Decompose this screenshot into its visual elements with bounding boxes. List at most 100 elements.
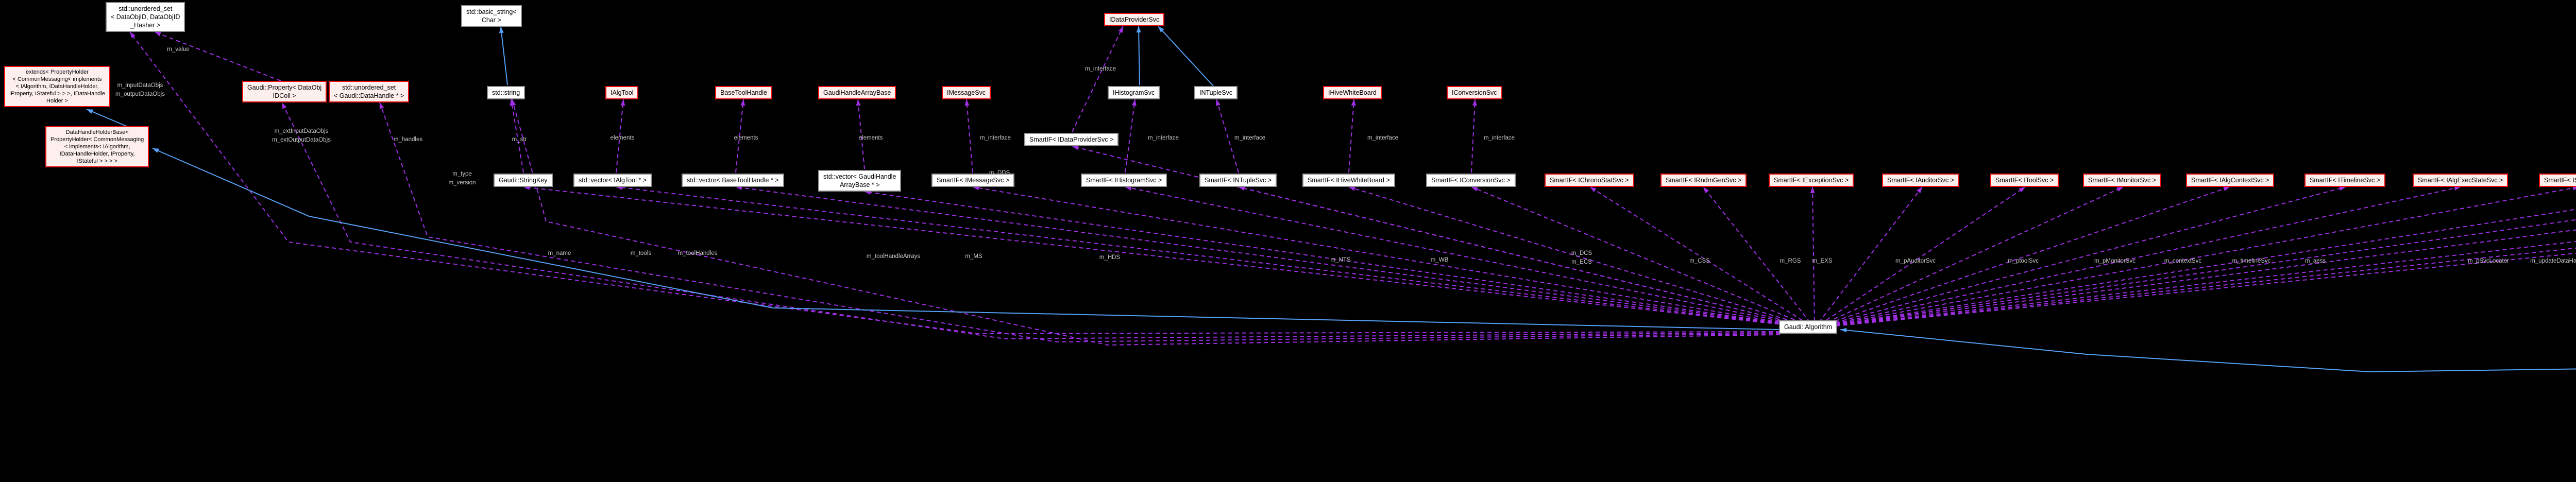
usage-edge bbox=[1703, 186, 1815, 329]
edge-arrowhead bbox=[1703, 187, 1709, 194]
usage-edge bbox=[1471, 186, 1815, 329]
usage-edge bbox=[511, 99, 524, 173]
class-node-stringkey[interactable]: Gaudi::StringKey bbox=[494, 174, 553, 187]
edge-arrowhead bbox=[1810, 187, 1815, 194]
class-node-gaudi-algorithm[interactable]: Gaudi::Algorithm bbox=[1779, 320, 1838, 334]
edge-label: m_interface bbox=[1367, 135, 1399, 141]
class-node-smartif-iauditorsvc[interactable]: SmartIF< IAuditorSvc > bbox=[1882, 174, 1959, 187]
usage-edge bbox=[1814, 209, 2576, 329]
class-node-smartif-ialgcontextsvc[interactable]: SmartIF< IAlgContextSvc > bbox=[2186, 174, 2275, 187]
edge-arrowhead bbox=[964, 99, 970, 106]
class-node-idataprovidersvc[interactable]: IDataProviderSvc bbox=[1104, 13, 1165, 26]
usage-edge bbox=[379, 102, 1781, 343]
edge-arrowhead bbox=[1239, 186, 1245, 191]
class-node-extends-propertyholder[interactable]: extends< PropertyHolder < CommonMessagin… bbox=[4, 66, 110, 107]
edge-arrowhead bbox=[1216, 99, 1221, 106]
edge-arrowhead bbox=[1158, 26, 1164, 32]
class-node-vec-basetoolhandle[interactable]: std::vector< BaseToolHandle * > bbox=[682, 174, 784, 187]
class-node-prop-dataobjidcoll[interactable]: Gaudi::Property< DataObj IDColl > bbox=[242, 81, 327, 102]
class-node-basetoolhandle[interactable]: BaseToolHandle bbox=[715, 86, 773, 99]
class-node-set-datahandle[interactable]: std::unordered_set < Gaudi::DataHandle *… bbox=[329, 81, 410, 102]
edge-arrowhead bbox=[1917, 187, 1922, 194]
edge-label: m_HDS bbox=[1099, 254, 1121, 261]
usage-edge bbox=[154, 31, 281, 81]
class-node-vec-gaudihandlearraybase[interactable]: std::vector< GaudiHandle ArrayBase * > bbox=[818, 170, 902, 192]
edge-arrowhead bbox=[1840, 328, 1847, 333]
edge-arrowhead bbox=[1472, 99, 1477, 106]
class-node-ialgtool[interactable]: IAlgTool bbox=[605, 86, 639, 99]
usage-edge bbox=[1814, 186, 2230, 329]
class-node-smartif-imessagesvc[interactable]: SmartIF< IMessageSvc > bbox=[931, 174, 1015, 187]
edge-arrowhead bbox=[1118, 26, 1123, 33]
class-node-smartif-intuplesvc[interactable]: SmartIF< INTupleSvc > bbox=[1199, 174, 1277, 187]
edge-label: elements bbox=[610, 135, 635, 141]
edge-arrowhead bbox=[152, 148, 159, 153]
class-node-imessagesvc[interactable]: IMessageSvc bbox=[942, 86, 991, 99]
class-node-smartif-iexceptionsvc[interactable]: SmartIF< IExceptionSvc > bbox=[1769, 174, 1854, 187]
edge-arrowhead bbox=[1349, 186, 1355, 191]
edge-label: m_timelineSvc bbox=[2232, 258, 2271, 264]
edge-arrowhead bbox=[2454, 186, 2461, 191]
class-node-datahandleholderbase[interactable]: DataHandleHolderBase< PropertyHolder< Co… bbox=[45, 126, 149, 167]
edge-label: m_interface bbox=[1234, 135, 1266, 141]
edge-label: m_interface bbox=[1147, 135, 1179, 141]
edge-arrowhead bbox=[155, 32, 161, 37]
usage-edge bbox=[1072, 26, 1124, 132]
usage-edge bbox=[857, 99, 865, 169]
class-node-vec-ialgtool[interactable]: std::vector< IAlgTool * > bbox=[573, 174, 652, 187]
usage-edge bbox=[1814, 186, 1923, 329]
inheritance-edge bbox=[1138, 26, 1140, 85]
class-node-smartif-ichronostatsvc[interactable]: SmartIF< IChronoStatSvc > bbox=[1545, 174, 1634, 187]
usage-edge bbox=[1814, 186, 2124, 329]
class-node-set-dataobjid[interactable]: std::unordered_set < DataObjID, DataObjI… bbox=[106, 2, 185, 32]
usage-edge bbox=[1814, 219, 2576, 329]
class-node-smartif-imonitorsvc[interactable]: SmartIF< IMonitorSvc > bbox=[2083, 174, 2161, 187]
inheritance-edge bbox=[86, 109, 129, 128]
inheritance-edge bbox=[500, 26, 508, 85]
class-node-smartif-ialgexecstatesvc[interactable]: SmartIF< IAlgExecStateSvc > bbox=[2413, 174, 2509, 187]
edge-arrowhead bbox=[510, 99, 515, 106]
inheritance-edge bbox=[1840, 329, 2576, 373]
class-node-smartif-iconversionsvc[interactable]: SmartIF< IConversionSvc > bbox=[1426, 174, 1516, 187]
class-node-smartif-ihivewhiteboard[interactable]: SmartIF< IHiveWhiteBoard > bbox=[1302, 174, 1395, 187]
edge-arrowhead bbox=[1590, 187, 1597, 193]
class-node-smartif-itoolsvc[interactable]: SmartIF< IToolSvc > bbox=[1990, 174, 2059, 187]
class-node-smartif-ihistogramsvc[interactable]: SmartIF< IHistogramSvc > bbox=[1081, 174, 1167, 187]
class-node-std-string[interactable]: std::string bbox=[487, 86, 526, 99]
class-node-smartif-isvclocator[interactable]: SmartIF< ISvcLocator > bbox=[2539, 174, 2576, 187]
edge-label: m_ptoolSvc bbox=[2007, 258, 2039, 264]
edge-label: m_tools bbox=[630, 250, 652, 256]
edge-arrowhead bbox=[1131, 99, 1137, 106]
class-node-gaudihandlearraybase[interactable]: GaudiHandleArrayBase bbox=[818, 86, 896, 99]
class-node-iconversionsvc[interactable]: IConversionSvc bbox=[1447, 86, 1502, 99]
edge-label: m_NTS bbox=[1330, 257, 1351, 263]
edge-label: m_value bbox=[167, 46, 190, 53]
class-node-ihivewhiteboard[interactable]: IHiveWhiteBoard bbox=[1323, 86, 1382, 99]
usage-edge bbox=[1814, 186, 2026, 329]
class-node-intuplesvc[interactable]: INTupleSvc bbox=[1194, 86, 1238, 99]
class-node-smartif-itimelinesvc[interactable]: SmartIF< ITimelineSvc > bbox=[2304, 174, 2386, 187]
edge-label: elements bbox=[734, 135, 758, 141]
usage-edge bbox=[523, 186, 1815, 329]
usage-edge bbox=[1814, 247, 2576, 329]
usage-edge bbox=[1471, 99, 1476, 173]
edge-arrowhead bbox=[1351, 99, 1356, 106]
edge-arrowhead bbox=[2019, 187, 2025, 193]
edge-label: m_contextSvc bbox=[2164, 258, 2202, 264]
edge-arrowhead bbox=[1136, 26, 1141, 33]
usage-edge bbox=[1125, 186, 1815, 329]
class-node-basic-string[interactable]: std::basic_string< Char > bbox=[461, 5, 522, 27]
edge-label: m_handles bbox=[393, 136, 423, 143]
class-node-ihistogramsvc[interactable]: IHistogramSvc bbox=[1108, 86, 1160, 99]
edge-label: m_pMonitorSvc bbox=[2094, 258, 2136, 264]
usage-edge bbox=[966, 99, 973, 173]
edge-arrowhead bbox=[620, 99, 625, 106]
edge-label: m_RGS bbox=[1780, 258, 1801, 264]
class-node-smartif-idataprovidersvc[interactable]: SmartIF< IDataProviderSvc > bbox=[1024, 133, 1119, 146]
usage-edge bbox=[972, 186, 1815, 329]
edge-label: m_aess bbox=[2304, 258, 2326, 264]
edge-arrowhead bbox=[740, 99, 745, 106]
usage-edge bbox=[1814, 186, 2461, 329]
class-node-smartif-irndmgensvc[interactable]: SmartIF< IRndmGenSvc > bbox=[1660, 174, 1747, 187]
